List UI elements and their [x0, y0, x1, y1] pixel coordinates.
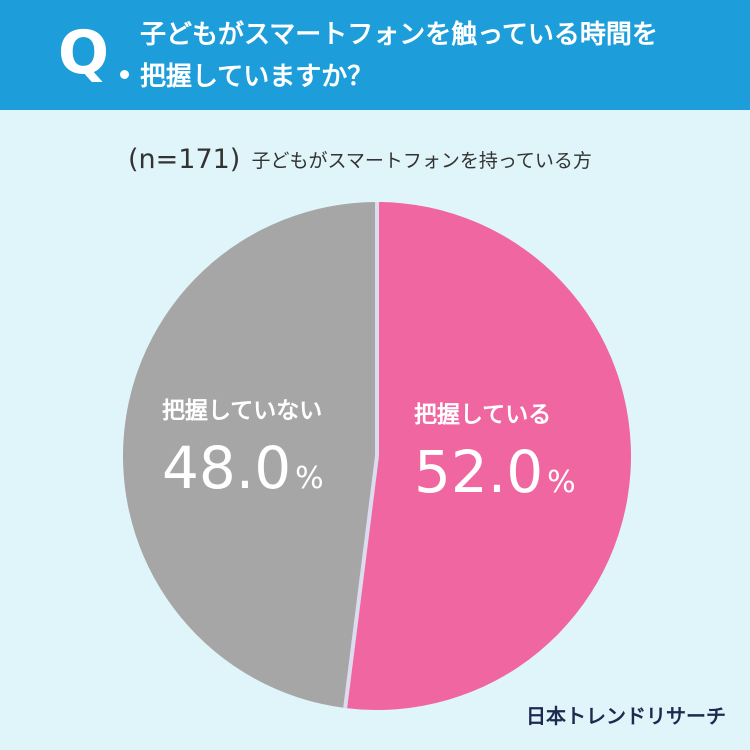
q-dot [120, 70, 129, 79]
question-line-2: 把握していますか？ [140, 62, 374, 92]
slice-label-aware-name: 把握している [414, 402, 552, 428]
sample-n: (n=171) [128, 144, 241, 175]
slice-label-unaware: 把握していない 48.0% [162, 394, 324, 523]
question-text: 子どもがスマートフォンを触っている時間を 把握していますか？ [140, 14, 730, 98]
q-mark: Q [58, 18, 110, 88]
slice-label-aware: 把握している 52.0% [414, 398, 576, 527]
question-header: Q 子どもがスマートフォンを触っている時間を 把握していますか？ [0, 0, 750, 110]
slice-label-unaware-unit: % [295, 461, 324, 496]
slice-label-aware-value: 52.0 [414, 438, 544, 506]
slice-label-unaware-name: 把握していない [162, 398, 323, 424]
brand-logo: 日本トレンドリサーチ [526, 704, 726, 728]
pie-slice-1 [122, 202, 377, 708]
slice-label-aware-unit: % [547, 465, 576, 500]
sample-description: 子どもがスマートフォンを持っている方 [251, 150, 592, 172]
sample-size: (n=171) 子どもがスマートフォンを持っている方 [128, 144, 592, 184]
question-line-1: 子どもがスマートフォンを触っている時間を [140, 20, 658, 50]
slice-label-unaware-value: 48.0 [162, 434, 292, 502]
pie-separator-1 [343, 455, 379, 709]
pie-slice-0 [345, 202, 631, 710]
